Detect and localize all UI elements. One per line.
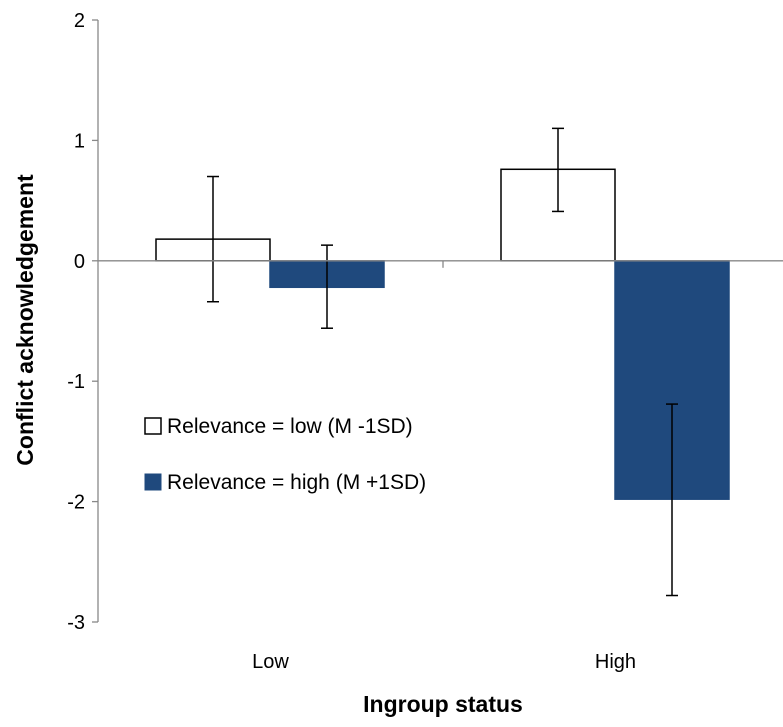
bars [155,168,730,500]
x-axis-labels: Low High [252,651,636,673]
y-tick-label: -1 [67,371,85,393]
legend-label-relevance-low: Relevance = low (M -1SD) [167,415,413,438]
y-tick-label: 2 [74,10,85,32]
y-tick-label: -3 [67,612,85,634]
y-tick-label: 1 [74,130,85,152]
y-tick-label: -2 [67,492,85,514]
x-axis-title: Ingroup status [363,691,523,717]
legend-swatch-relevance-high [144,473,162,491]
y-axis-ticks: -3 -2 -1 0 1 2 [67,10,98,634]
y-axis-title: Conflict acknowledgement [12,174,38,466]
error-bars [207,127,678,597]
legend: Relevance = low (M -1SD) Relevance = hig… [144,415,426,494]
x-tick-label-low: Low [252,651,289,673]
x-tick-label-high: High [595,651,636,673]
axes [97,20,783,622]
legend-label-relevance-high: Relevance = high (M +1SD) [167,471,426,494]
y-tick-label: 0 [74,251,85,273]
legend-swatch-relevance-low [144,417,162,435]
